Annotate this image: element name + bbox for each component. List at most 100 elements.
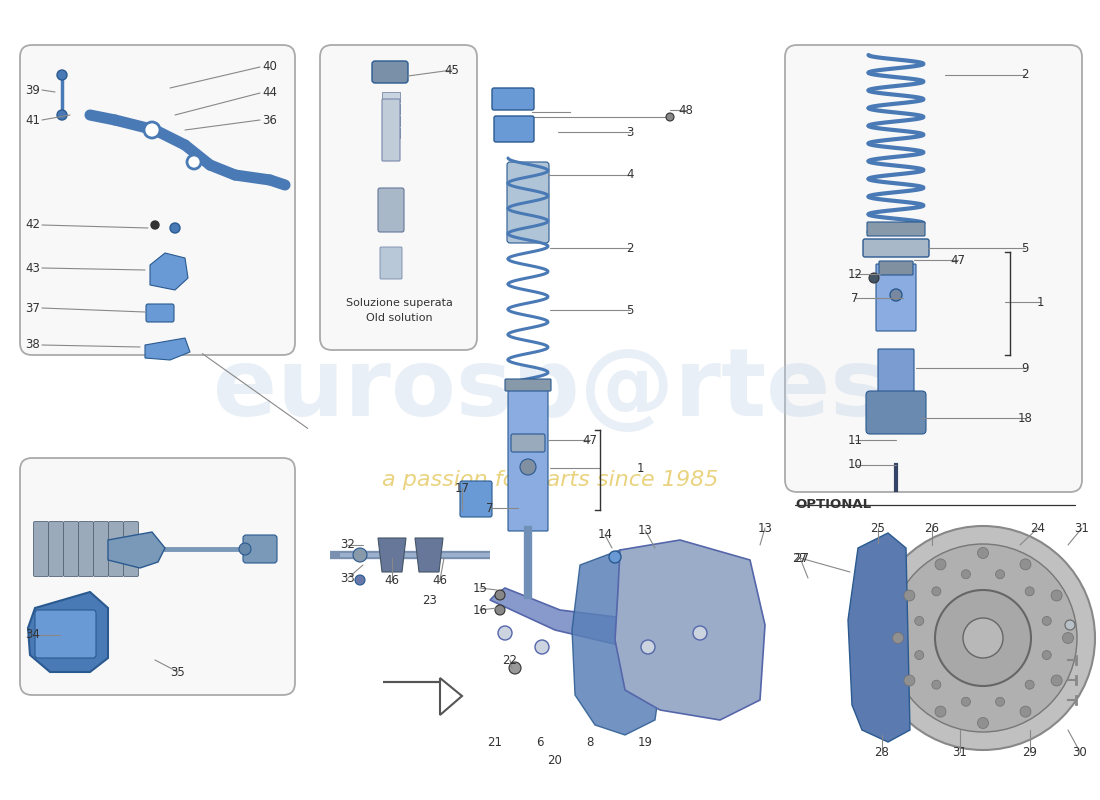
Circle shape bbox=[1025, 587, 1034, 596]
Text: 40: 40 bbox=[263, 61, 277, 74]
Text: 2: 2 bbox=[1021, 69, 1028, 82]
Circle shape bbox=[353, 548, 367, 562]
Text: 20: 20 bbox=[548, 754, 562, 766]
Circle shape bbox=[915, 617, 924, 626]
Text: 13: 13 bbox=[758, 522, 772, 534]
Text: 42: 42 bbox=[25, 218, 41, 231]
Polygon shape bbox=[28, 592, 108, 672]
Circle shape bbox=[915, 650, 924, 659]
Text: 36: 36 bbox=[263, 114, 277, 126]
Circle shape bbox=[57, 70, 67, 80]
Circle shape bbox=[904, 675, 915, 686]
Text: 7: 7 bbox=[851, 291, 859, 305]
Polygon shape bbox=[150, 253, 188, 290]
FancyBboxPatch shape bbox=[20, 458, 295, 695]
Circle shape bbox=[871, 526, 1094, 750]
Text: 46: 46 bbox=[432, 574, 448, 586]
Text: 6: 6 bbox=[537, 735, 543, 749]
FancyBboxPatch shape bbox=[94, 522, 109, 577]
Text: 15: 15 bbox=[473, 582, 487, 594]
Text: 29: 29 bbox=[1023, 746, 1037, 758]
Circle shape bbox=[498, 626, 512, 640]
FancyBboxPatch shape bbox=[64, 522, 78, 577]
Circle shape bbox=[935, 706, 946, 717]
Circle shape bbox=[151, 221, 160, 229]
Circle shape bbox=[355, 575, 365, 585]
Text: 3: 3 bbox=[626, 126, 634, 138]
Text: 34: 34 bbox=[25, 629, 41, 642]
Circle shape bbox=[144, 122, 159, 138]
Circle shape bbox=[962, 618, 1003, 658]
Circle shape bbox=[1020, 706, 1031, 717]
Text: 7: 7 bbox=[486, 502, 494, 514]
Text: eurosp@rtes: eurosp@rtes bbox=[213, 344, 887, 436]
Circle shape bbox=[187, 155, 201, 169]
Circle shape bbox=[57, 110, 67, 120]
Text: 1: 1 bbox=[1036, 295, 1044, 309]
FancyBboxPatch shape bbox=[379, 247, 401, 279]
Text: 18: 18 bbox=[1018, 411, 1033, 425]
FancyBboxPatch shape bbox=[876, 264, 916, 331]
Circle shape bbox=[1052, 590, 1063, 601]
Text: 12: 12 bbox=[847, 267, 862, 281]
Circle shape bbox=[170, 223, 180, 233]
Text: 4: 4 bbox=[626, 169, 634, 182]
Text: 14: 14 bbox=[597, 529, 613, 542]
Text: 21: 21 bbox=[487, 735, 503, 749]
Circle shape bbox=[666, 113, 674, 121]
Circle shape bbox=[978, 547, 989, 558]
Text: 30: 30 bbox=[1072, 746, 1088, 758]
Text: 9: 9 bbox=[1021, 362, 1028, 374]
Text: 27: 27 bbox=[794, 551, 810, 565]
Text: 31: 31 bbox=[1075, 522, 1089, 534]
FancyBboxPatch shape bbox=[243, 535, 277, 563]
Text: 11: 11 bbox=[847, 434, 862, 446]
Text: 17: 17 bbox=[454, 482, 470, 494]
Text: a passion for parts since 1985: a passion for parts since 1985 bbox=[382, 470, 718, 490]
Text: 33: 33 bbox=[341, 571, 355, 585]
Text: 28: 28 bbox=[874, 746, 890, 758]
Text: 23: 23 bbox=[422, 594, 438, 606]
Polygon shape bbox=[490, 588, 720, 650]
Circle shape bbox=[133, 539, 153, 559]
FancyBboxPatch shape bbox=[109, 522, 123, 577]
Text: 32: 32 bbox=[341, 538, 355, 551]
FancyBboxPatch shape bbox=[20, 45, 295, 355]
Text: OPTIONAL: OPTIONAL bbox=[795, 498, 871, 511]
Text: 5: 5 bbox=[626, 303, 634, 317]
FancyBboxPatch shape bbox=[460, 481, 492, 517]
Text: 19: 19 bbox=[638, 735, 652, 749]
Circle shape bbox=[1020, 559, 1031, 570]
Text: 41: 41 bbox=[25, 114, 41, 126]
FancyBboxPatch shape bbox=[494, 116, 534, 142]
Circle shape bbox=[520, 459, 536, 475]
Circle shape bbox=[239, 543, 251, 555]
Bar bbox=[382, 104, 400, 114]
Text: 47: 47 bbox=[583, 434, 597, 446]
Circle shape bbox=[869, 273, 879, 283]
Text: 47: 47 bbox=[950, 254, 966, 266]
Bar bbox=[382, 128, 400, 138]
Text: 10: 10 bbox=[848, 458, 862, 471]
Circle shape bbox=[1043, 650, 1052, 659]
Circle shape bbox=[609, 551, 622, 563]
Circle shape bbox=[935, 590, 1031, 686]
FancyBboxPatch shape bbox=[372, 61, 408, 83]
Text: 38: 38 bbox=[25, 338, 41, 351]
Circle shape bbox=[889, 544, 1077, 732]
Circle shape bbox=[495, 590, 505, 600]
FancyBboxPatch shape bbox=[864, 239, 930, 257]
FancyBboxPatch shape bbox=[866, 391, 926, 434]
Circle shape bbox=[890, 289, 902, 301]
Text: 1: 1 bbox=[636, 462, 644, 474]
Circle shape bbox=[1052, 675, 1063, 686]
Circle shape bbox=[996, 698, 1004, 706]
FancyBboxPatch shape bbox=[878, 349, 914, 401]
FancyBboxPatch shape bbox=[879, 261, 913, 275]
Text: 8: 8 bbox=[586, 735, 594, 749]
Circle shape bbox=[932, 587, 940, 596]
Polygon shape bbox=[383, 678, 462, 715]
Polygon shape bbox=[848, 533, 910, 742]
Polygon shape bbox=[378, 538, 406, 572]
Text: Old solution: Old solution bbox=[365, 313, 432, 323]
